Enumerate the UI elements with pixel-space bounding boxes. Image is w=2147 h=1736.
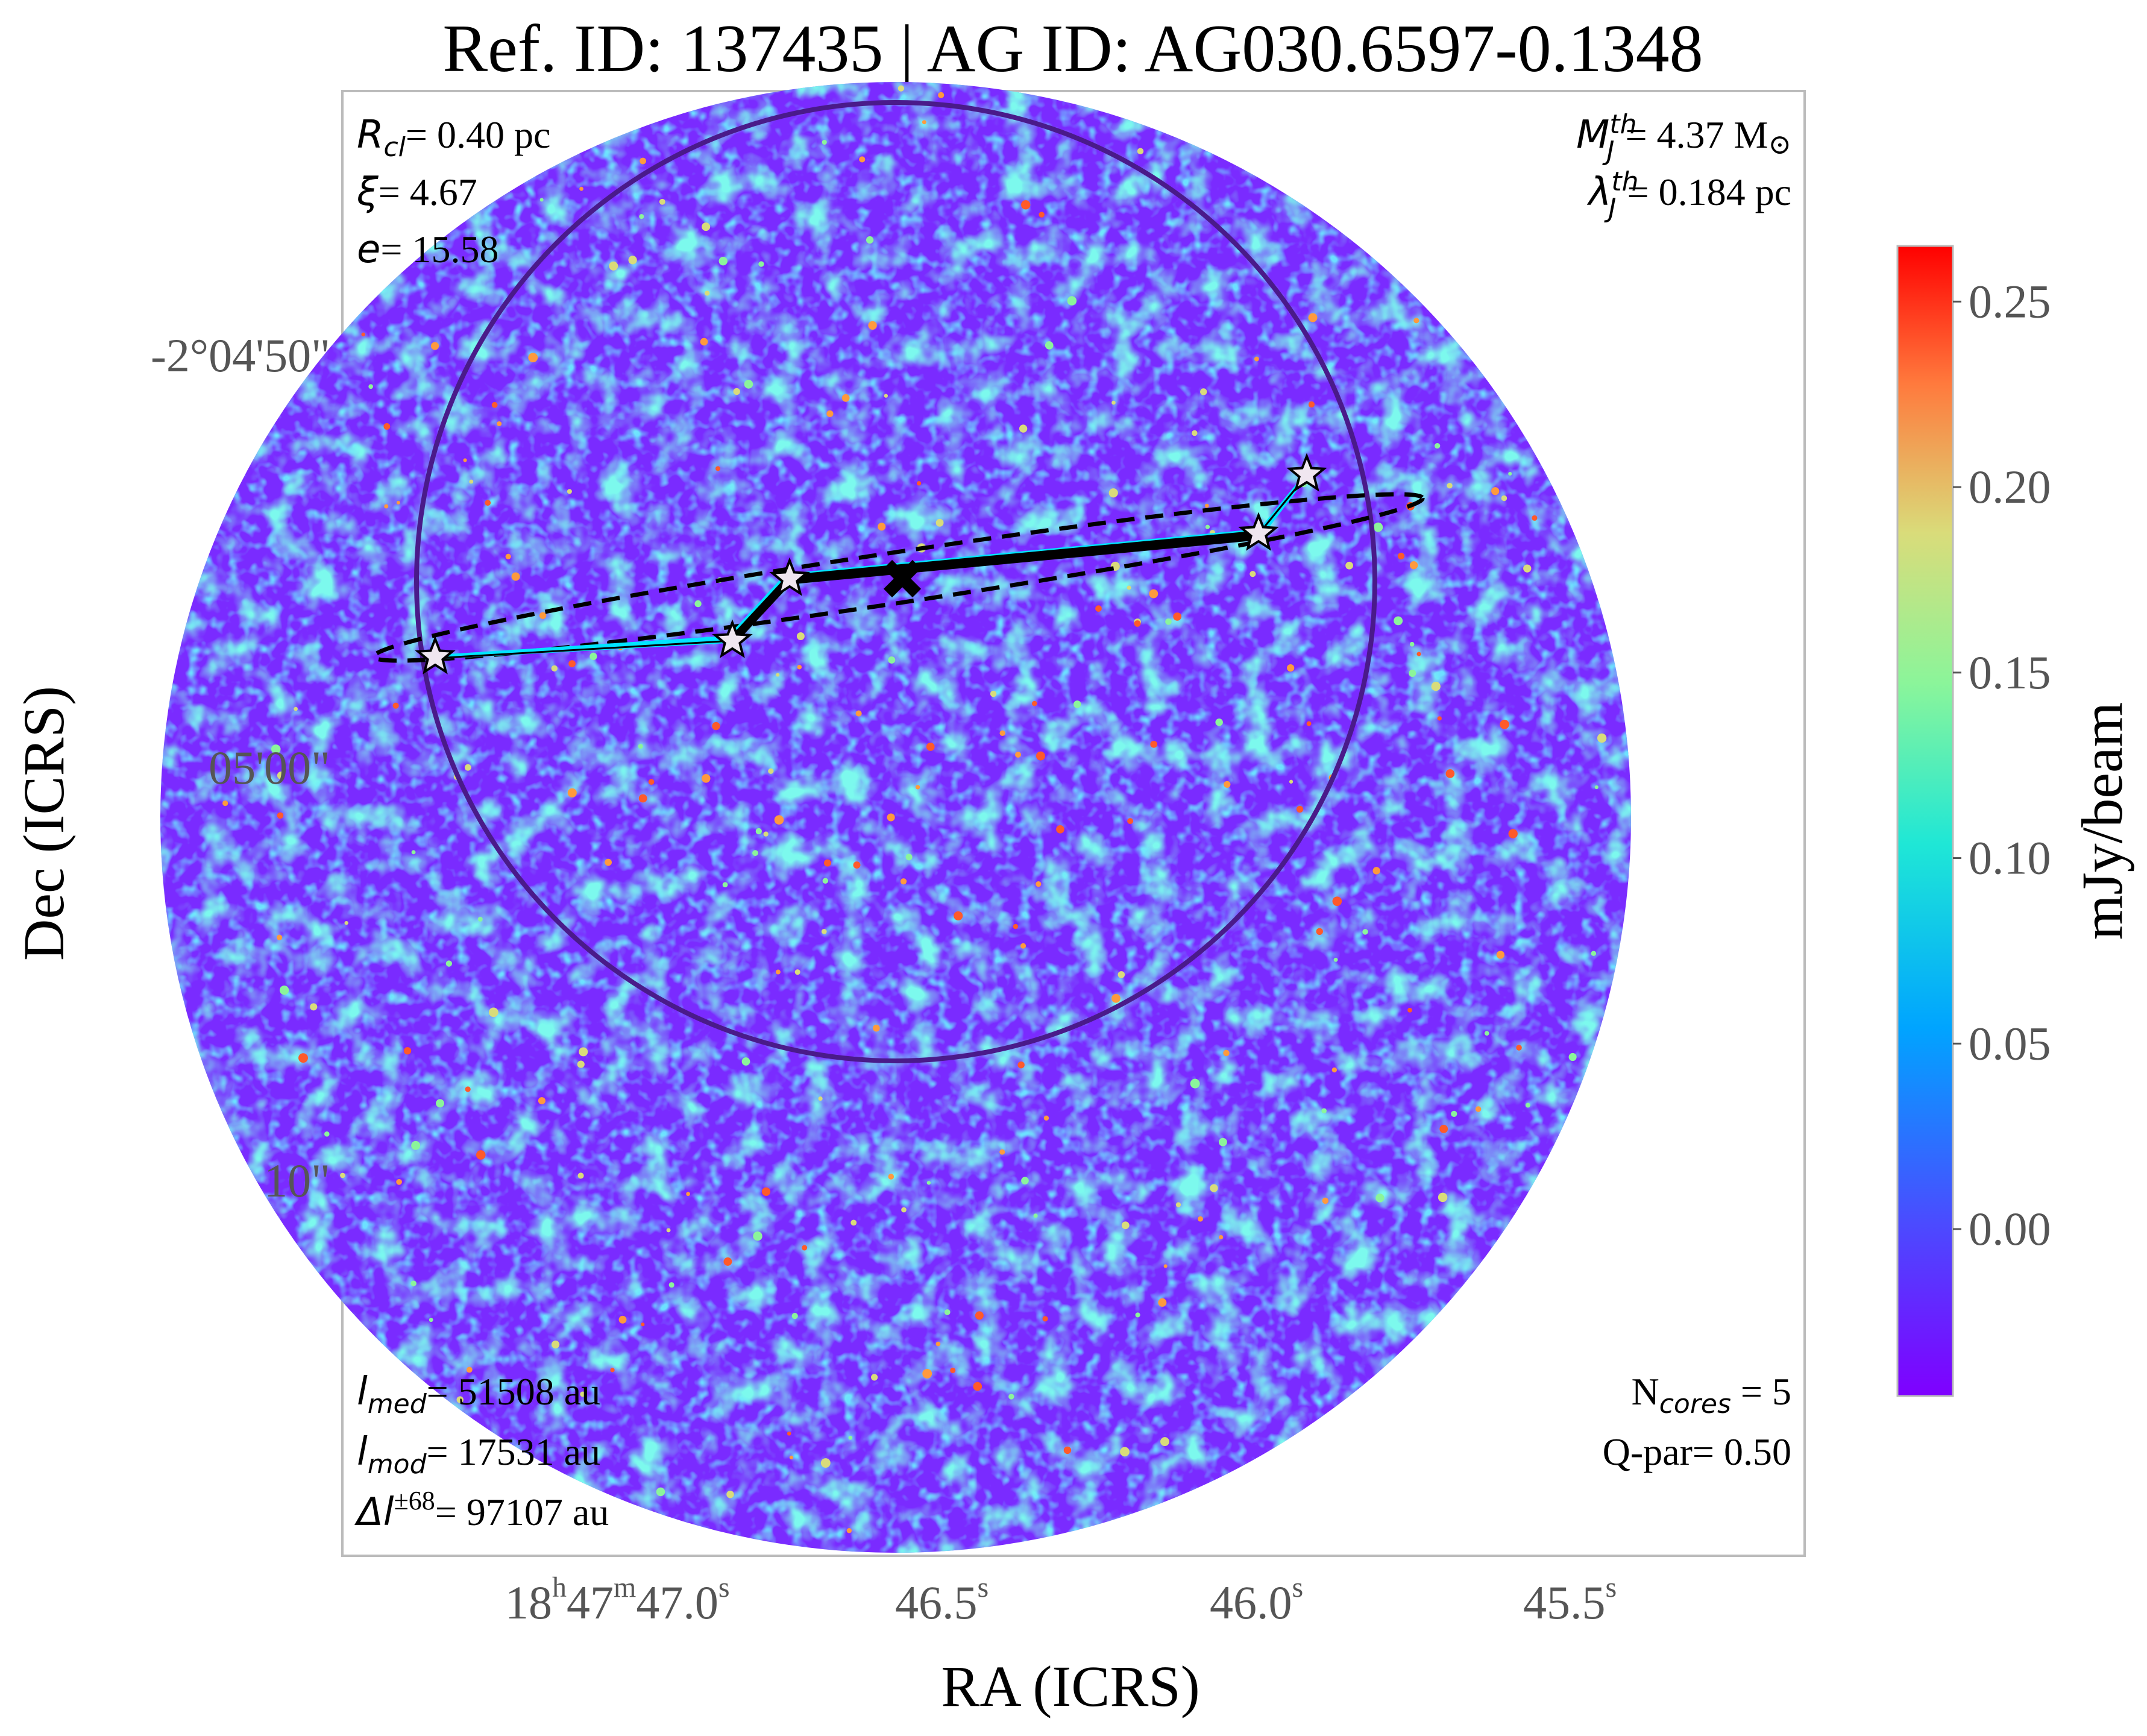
y-tick-label: 05'00"	[209, 741, 330, 794]
x-tick-label: 45.5s	[1523, 1571, 1617, 1629]
core-star-marker	[1238, 512, 1279, 551]
colorbar-tick-label: 0.05	[1969, 1017, 2051, 1069]
svg-text:ξ= 4.67: ξ= 4.67	[356, 170, 477, 215]
annotation-bottom-right: Ncores = 5 Q-par= 0.50	[1603, 1370, 1791, 1473]
y-tick-label: -2°04'50"	[151, 329, 330, 382]
y-tick-labels: -2°04'50" 05'00" 10"	[151, 329, 330, 1207]
x-tick-label: 46.5s	[895, 1571, 989, 1629]
filament-ellipse	[371, 492, 1425, 663]
clump-center-marker	[883, 559, 922, 598]
colorbar-label: mJy/beam	[2070, 702, 2134, 940]
colorbar: 0.25 0.20 0.15 0.10 0.05 0.00 mJy/beam	[1896, 245, 2134, 1397]
mst-thin-edge	[435, 640, 733, 659]
svg-text:Rcl= 0.40 pc: Rcl= 0.40 pc	[357, 113, 550, 163]
annotation-top-left: Rcl= 0.40 pc ξ= 4.67 e= 15.58	[356, 113, 550, 272]
colorbar-tick-label: 0.25	[1969, 275, 2051, 327]
annotation-top-right: Mth J = 4.37 M⊙ λth J = 0.184 pc	[1576, 109, 1791, 224]
core-star-marker	[1286, 453, 1327, 492]
chart-title: Ref. ID: 137435 | AG ID: AG030.6597-0.13…	[442, 11, 1703, 86]
intensity-map	[160, 82, 1631, 1553]
colorbar-gradient	[1896, 245, 1954, 1397]
x-tick-label: 46.0s	[1210, 1571, 1303, 1629]
svg-text:Ncores = 5: Ncores = 5	[1631, 1370, 1791, 1420]
x-tick-label: 18h47m47.0s	[505, 1571, 730, 1629]
svg-text:e= 15.58: e= 15.58	[357, 227, 498, 272]
clump-circle	[414, 100, 1377, 1063]
x-axis-label: RA (ICRS)	[941, 1654, 1199, 1719]
colorbar-tick-label: 0.10	[1969, 832, 2051, 884]
x-tick-labels: 18h47m47.0s 46.5s 46.0s 45.5s	[505, 1571, 1617, 1629]
core-star-marker	[415, 635, 456, 675]
svg-text:lmed= 51508 au: lmed= 51508 au	[357, 1370, 600, 1420]
core-star-marker	[712, 619, 753, 658]
colorbar-tick-label: 0.20	[1969, 461, 2051, 513]
svg-text:Q-par= 0.50: Q-par= 0.50	[1603, 1430, 1791, 1473]
y-tick-label: 10"	[264, 1154, 330, 1207]
mst-thick-edge	[786, 530, 1259, 585]
annotation-bottom-left: lmed= 51508 au lmod= 17531 au Δl±68= 971…	[354, 1370, 609, 1535]
svg-text:Δl±68= 97107 au: Δl±68= 97107 au	[354, 1486, 609, 1535]
core-star-marker	[769, 557, 810, 596]
y-axis-label: Dec (ICRS)	[11, 686, 76, 961]
colorbar-tick-label: 0.15	[1969, 646, 2051, 699]
colorbar-tick-label: 0.00	[1969, 1203, 2051, 1255]
svg-text:lmod= 17531 au: lmod= 17531 au	[357, 1430, 600, 1480]
